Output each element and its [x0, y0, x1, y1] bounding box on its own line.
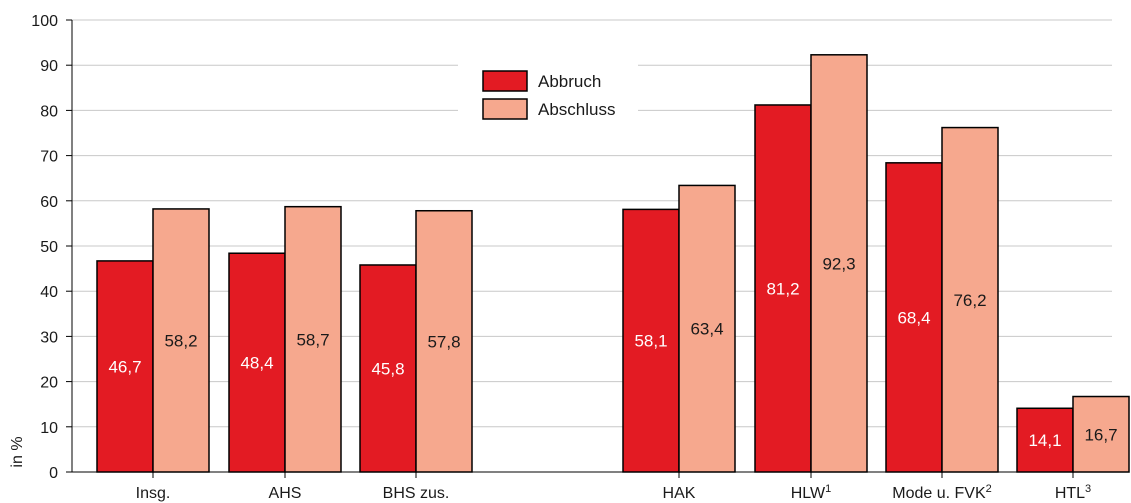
y-tick-label: 60	[40, 194, 58, 211]
data-label: 63,4	[690, 320, 723, 339]
bar-abbruch-4	[754, 104, 812, 473]
legend-label: Abbruch	[538, 72, 601, 91]
bar-abschluss-0	[152, 208, 210, 473]
legend: Abbruch Abschluss	[458, 52, 638, 132]
legend-swatch	[482, 98, 528, 120]
legend-label: Abschluss	[538, 100, 615, 119]
legend-swatch	[482, 70, 528, 92]
bar-abbruch-5	[885, 162, 943, 473]
data-label: 58,2	[164, 331, 197, 350]
y-tick-label: 0	[49, 465, 58, 482]
data-label: 45,8	[371, 359, 404, 378]
y-tick-label: 70	[40, 149, 58, 166]
x-tick-label: Insg.	[136, 485, 171, 502]
x-tick-label: HLW1	[791, 483, 832, 502]
bars: 46,7 48,4 45,8 58,1 81,2 68,4 14,1 58,2 58,7 57,8…	[96, 54, 1130, 473]
y-tick-label: 30	[40, 329, 58, 346]
x-tick-label: HAK	[663, 485, 696, 502]
data-label: 76,2	[953, 291, 986, 310]
x-tick-label: AHS	[269, 485, 302, 502]
x-axis-labels: Insg. AHS BHS zus. HAK HLW1 Mode u. FVK2 HTL3	[136, 472, 1091, 502]
bar-abbruch-6	[1016, 407, 1074, 473]
x-tick-label: Mode u. FVK2	[892, 483, 992, 502]
data-label: 68,4	[897, 308, 930, 327]
y-axis-ticks: 0 10 20 30 40 50 60 70 80 90 100	[31, 13, 72, 482]
y-tick-label: 10	[40, 420, 58, 437]
data-label: 16,7	[1084, 425, 1117, 444]
legend-background	[458, 52, 638, 132]
y-tick-label: 80	[40, 103, 58, 120]
y-tick-label: 90	[40, 58, 58, 75]
data-label: 81,2	[766, 279, 799, 298]
bar-abschluss-1	[284, 205, 342, 473]
y-tick-label: 100	[31, 13, 58, 30]
bar-abschluss-4	[810, 54, 868, 473]
data-label: 58,7	[296, 330, 329, 349]
data-label: 92,3	[822, 254, 855, 273]
data-label: 58,1	[634, 332, 667, 351]
data-label: 14,1	[1028, 431, 1061, 450]
bar-abschluss-3	[678, 184, 736, 473]
y-tick-label: 40	[40, 284, 58, 301]
x-tick-label: BHS zus.	[383, 485, 450, 502]
bar-abbruch-3	[622, 208, 680, 473]
data-label: 46,7	[108, 357, 141, 376]
bar-abschluss-2	[415, 209, 473, 473]
y-tick-label: 50	[40, 239, 58, 256]
data-label: 48,4	[240, 354, 273, 373]
y-tick-label: 20	[40, 375, 58, 392]
x-tick-label: HTL3	[1055, 483, 1091, 502]
data-label: 57,8	[427, 332, 460, 351]
bar-abschluss-5	[941, 126, 999, 473]
y-axis-title: in %	[9, 436, 26, 467]
